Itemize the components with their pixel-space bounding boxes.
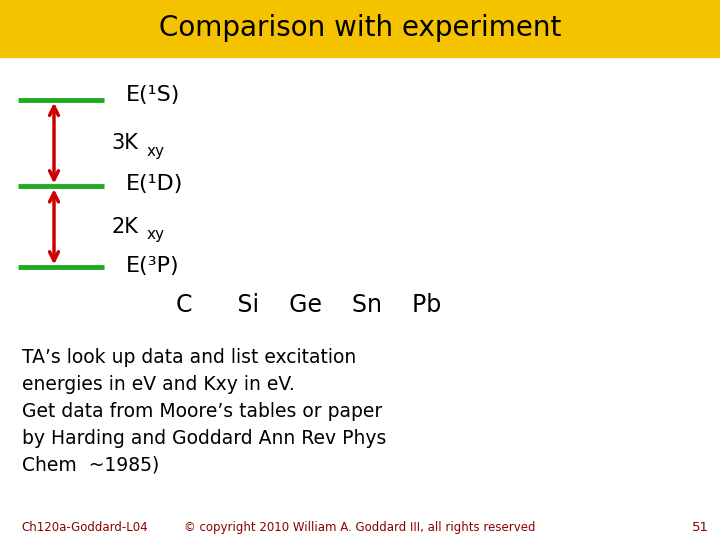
Text: E(¹S): E(¹S): [126, 84, 181, 105]
FancyBboxPatch shape: [0, 0, 720, 57]
Text: 2K: 2K: [112, 217, 138, 237]
Text: © copyright 2010 William A. Goddard III, all rights reserved: © copyright 2010 William A. Goddard III,…: [184, 521, 536, 534]
Text: 51: 51: [692, 521, 709, 534]
Text: 3K: 3K: [112, 133, 138, 153]
Text: E(³P): E(³P): [126, 255, 179, 276]
Text: Get data from Moore’s tables or paper
by Harding and Goddard Ann Rev Phys
Chem  : Get data from Moore’s tables or paper by…: [22, 402, 386, 474]
Text: Comparison with experiment: Comparison with experiment: [159, 15, 561, 42]
Text: TA’s look up data and list excitation
energies in eV and Kxy in eV.: TA’s look up data and list excitation en…: [22, 348, 356, 394]
Text: xy: xy: [146, 144, 164, 159]
Text: C      Si    Ge    Sn    Pb: C Si Ge Sn Pb: [176, 293, 441, 317]
Text: Ch120a-Goddard-L04: Ch120a-Goddard-L04: [22, 521, 148, 534]
Text: xy: xy: [146, 227, 164, 242]
Text: E(¹D): E(¹D): [126, 173, 184, 194]
